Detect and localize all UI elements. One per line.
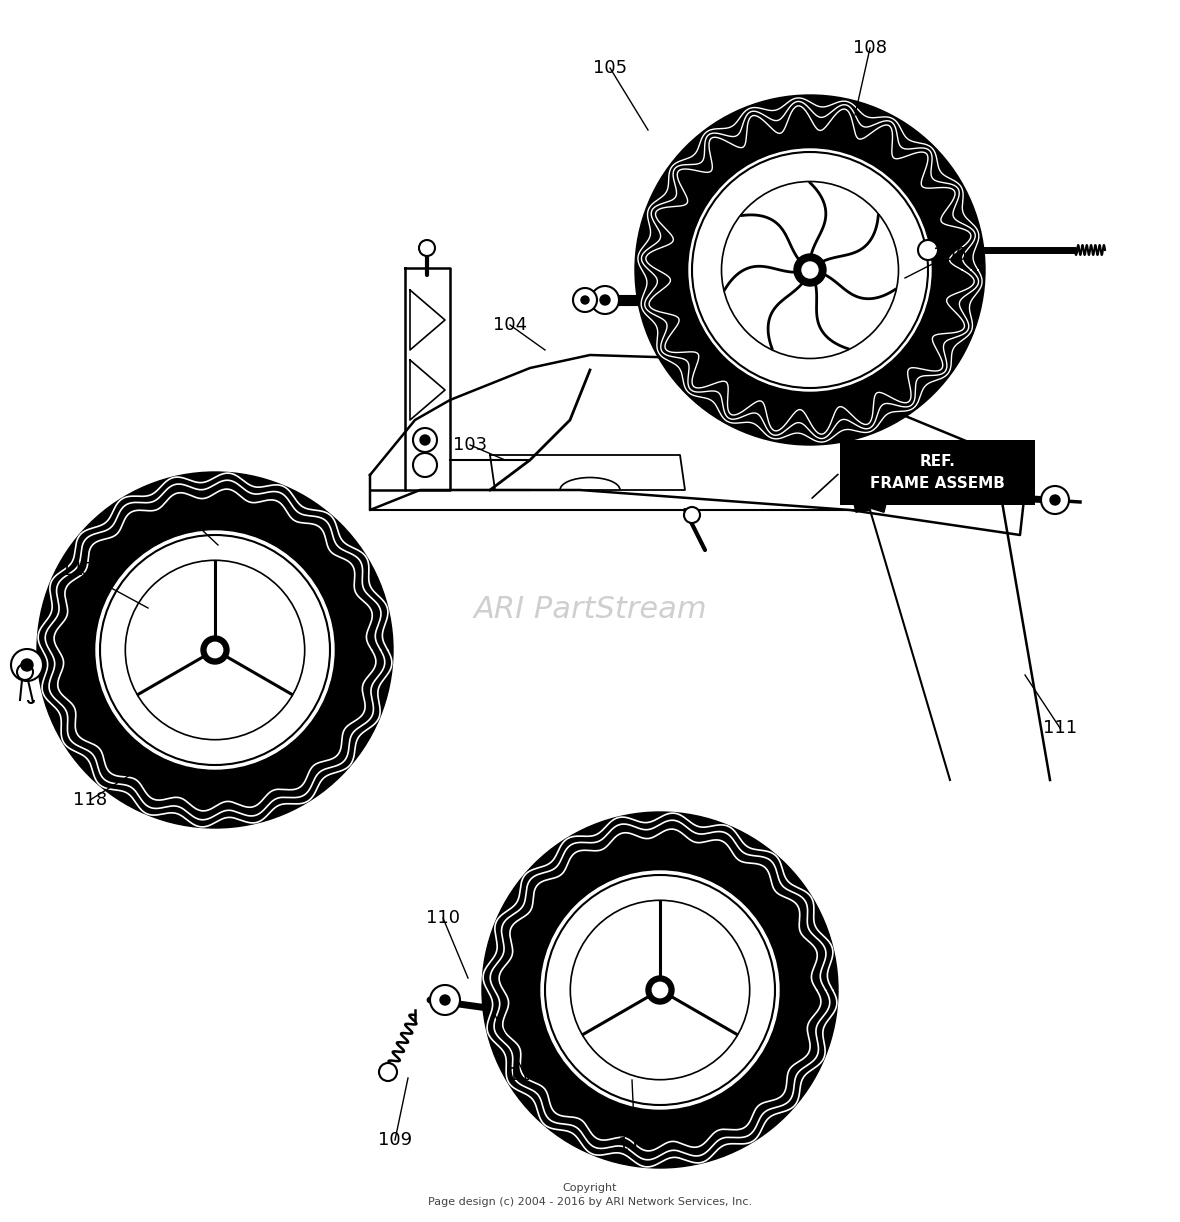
Circle shape — [11, 649, 42, 681]
Circle shape — [1050, 495, 1060, 505]
Circle shape — [420, 435, 430, 445]
Circle shape — [591, 286, 620, 314]
Text: ARI PartStream: ARI PartStream — [473, 595, 707, 624]
Circle shape — [96, 532, 334, 769]
Circle shape — [440, 995, 450, 1004]
Circle shape — [37, 472, 393, 829]
Circle shape — [794, 254, 826, 286]
Text: REF.
FRAME ASSEMB: REF. FRAME ASSEMB — [870, 455, 1005, 490]
Bar — [840, 440, 1035, 505]
Circle shape — [413, 453, 437, 477]
Circle shape — [581, 296, 589, 304]
Circle shape — [21, 659, 33, 671]
Text: 109: 109 — [378, 1132, 412, 1149]
Circle shape — [419, 240, 435, 255]
Text: 106: 106 — [933, 246, 966, 264]
Text: 108: 108 — [853, 39, 887, 57]
Circle shape — [481, 811, 838, 1168]
Circle shape — [653, 982, 668, 997]
Text: 116: 116 — [166, 503, 201, 521]
Text: 110: 110 — [426, 909, 460, 927]
Circle shape — [918, 240, 938, 260]
Circle shape — [430, 985, 460, 1015]
Circle shape — [860, 478, 880, 499]
Circle shape — [684, 507, 700, 523]
Circle shape — [599, 295, 610, 306]
Text: 114: 114 — [618, 1136, 653, 1154]
Circle shape — [540, 871, 779, 1110]
Text: 118: 118 — [73, 791, 107, 809]
Polygon shape — [843, 464, 898, 512]
Circle shape — [635, 95, 985, 445]
Text: 113: 113 — [507, 1066, 542, 1084]
Circle shape — [573, 288, 597, 312]
Circle shape — [413, 428, 437, 452]
Circle shape — [802, 262, 818, 277]
Text: 104: 104 — [493, 316, 527, 334]
Circle shape — [689, 149, 931, 391]
Circle shape — [645, 976, 674, 1004]
Circle shape — [208, 643, 223, 657]
Circle shape — [379, 1063, 396, 1081]
Text: 105: 105 — [592, 59, 627, 77]
Text: 117: 117 — [61, 561, 96, 579]
Circle shape — [1041, 486, 1069, 514]
Text: 111: 111 — [1043, 719, 1077, 737]
Text: Copyright
Page design (c) 2004 - 2016 by ARI Network Services, Inc.: Copyright Page design (c) 2004 - 2016 by… — [428, 1183, 752, 1207]
Text: 103: 103 — [453, 436, 487, 455]
Circle shape — [201, 635, 229, 664]
